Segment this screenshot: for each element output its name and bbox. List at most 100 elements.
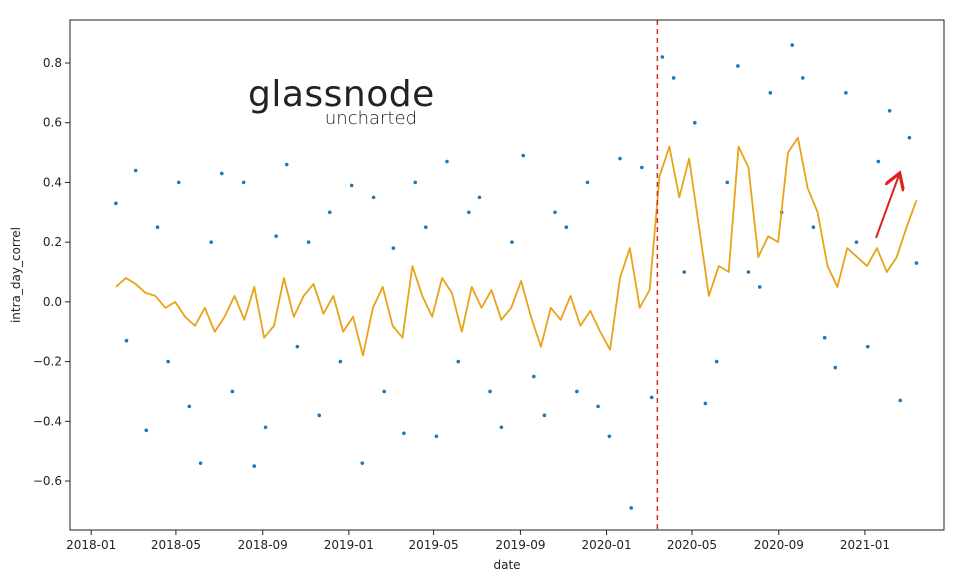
plot-layer — [114, 20, 919, 530]
x-tick-label: 2018-09 — [238, 538, 288, 552]
scatter-point — [219, 171, 224, 176]
scatter-point — [467, 210, 471, 215]
scatter-point — [596, 404, 600, 409]
y-tick-label: −0.4 — [33, 414, 62, 428]
y-tick-label: 0.4 — [43, 175, 62, 189]
scatter-point — [477, 195, 482, 200]
scatter-point — [338, 359, 343, 364]
scatter-point — [295, 344, 300, 349]
scatter-point — [434, 434, 439, 439]
scatter-point — [914, 261, 919, 265]
scatter-point — [252, 464, 257, 468]
scatter-point — [585, 180, 590, 185]
scatter-point — [671, 76, 676, 80]
scatter-point — [445, 159, 449, 164]
scatter-point — [230, 389, 235, 394]
y-tick-label: 0.2 — [43, 235, 62, 249]
plot-frame — [69, 19, 945, 531]
scatter-point — [510, 240, 514, 244]
scatter-point — [822, 335, 827, 340]
scatter-point — [649, 395, 654, 400]
scatter-point — [575, 389, 579, 394]
scatter-point — [790, 43, 795, 47]
scatter-point — [660, 55, 665, 59]
trend-arrow — [875, 175, 899, 239]
x-tick-label: 2019-09 — [495, 538, 545, 552]
scatter-point — [703, 401, 708, 406]
x-tick-label: 2020-01 — [581, 538, 631, 552]
y-tick-label: 0.8 — [43, 56, 62, 70]
scatter-point — [532, 374, 536, 379]
x-tick-label: 2019-01 — [324, 538, 374, 552]
scatter-point — [768, 91, 773, 95]
scatter-point — [306, 240, 311, 244]
scatter-point — [564, 225, 569, 230]
scatter-point — [714, 359, 719, 364]
scatter-point — [865, 344, 870, 349]
scatter-point — [391, 246, 396, 250]
scatter-point — [360, 461, 365, 465]
scatter-point — [274, 234, 278, 238]
scatter-point — [209, 240, 213, 244]
x-tick-label: 2020-05 — [667, 538, 717, 552]
scatter-point — [371, 195, 376, 200]
scatter-point — [682, 270, 687, 274]
scatter-point — [424, 225, 428, 230]
scatter-point — [521, 153, 526, 158]
scatter-point — [155, 225, 160, 230]
scatter-point — [629, 506, 634, 510]
scatter-point — [725, 180, 730, 185]
scatter-point — [801, 76, 805, 80]
x-tick-label: 2018-05 — [151, 538, 201, 552]
scatter-point — [349, 183, 354, 188]
x-axis-label: date — [493, 558, 520, 572]
scatter-point — [284, 162, 289, 167]
scatter-point — [757, 285, 762, 289]
scatter-point — [542, 413, 547, 418]
scatter-point — [241, 180, 246, 185]
scatter-point — [413, 180, 418, 185]
y-tick-label: −0.6 — [33, 474, 62, 488]
plot-background — [70, 20, 944, 530]
scatter-point — [166, 359, 170, 364]
x-tick-label: 2020-09 — [754, 538, 804, 552]
scatter-point — [133, 168, 138, 173]
scatter-point — [640, 165, 644, 170]
scatter-point — [263, 425, 268, 430]
scatter-point — [114, 201, 118, 206]
scatter-point — [124, 338, 129, 343]
scatter-point — [833, 365, 838, 370]
y-axis-label: intra_day_correl — [9, 227, 23, 323]
logo-title: glassnode — [248, 74, 435, 115]
scatter-point — [844, 91, 848, 95]
scatter-point — [746, 270, 751, 274]
y-tick-label: 0.6 — [43, 116, 62, 130]
scatter-point — [854, 240, 859, 244]
scatter-point — [176, 180, 181, 185]
scatter-point — [144, 428, 149, 433]
scatter-point — [402, 431, 406, 436]
x-tick-label: 2018-01 — [66, 538, 116, 552]
scatter-point — [317, 413, 322, 418]
y-tick-label: 0.0 — [43, 295, 62, 309]
scatter-point — [736, 64, 740, 68]
y-tick-label: −0.2 — [33, 355, 62, 369]
scatter-point — [907, 135, 912, 140]
scatter-point — [898, 398, 903, 403]
logo-subtitle: uncharted — [325, 108, 417, 129]
x-tick-label: 2021-01 — [840, 538, 890, 552]
scatter-point — [811, 225, 816, 230]
scatter-point — [692, 120, 697, 125]
x-tick-label: 2019-05 — [409, 538, 459, 552]
scatter-point — [456, 359, 461, 364]
scatter-point — [887, 108, 892, 113]
scatter-point — [553, 210, 557, 215]
scatter-point — [499, 425, 504, 430]
scatter-point — [327, 210, 332, 215]
scatter-point — [876, 159, 881, 164]
scatter-point — [187, 404, 192, 409]
scatter-point — [607, 434, 612, 439]
scatter-point — [198, 461, 203, 465]
